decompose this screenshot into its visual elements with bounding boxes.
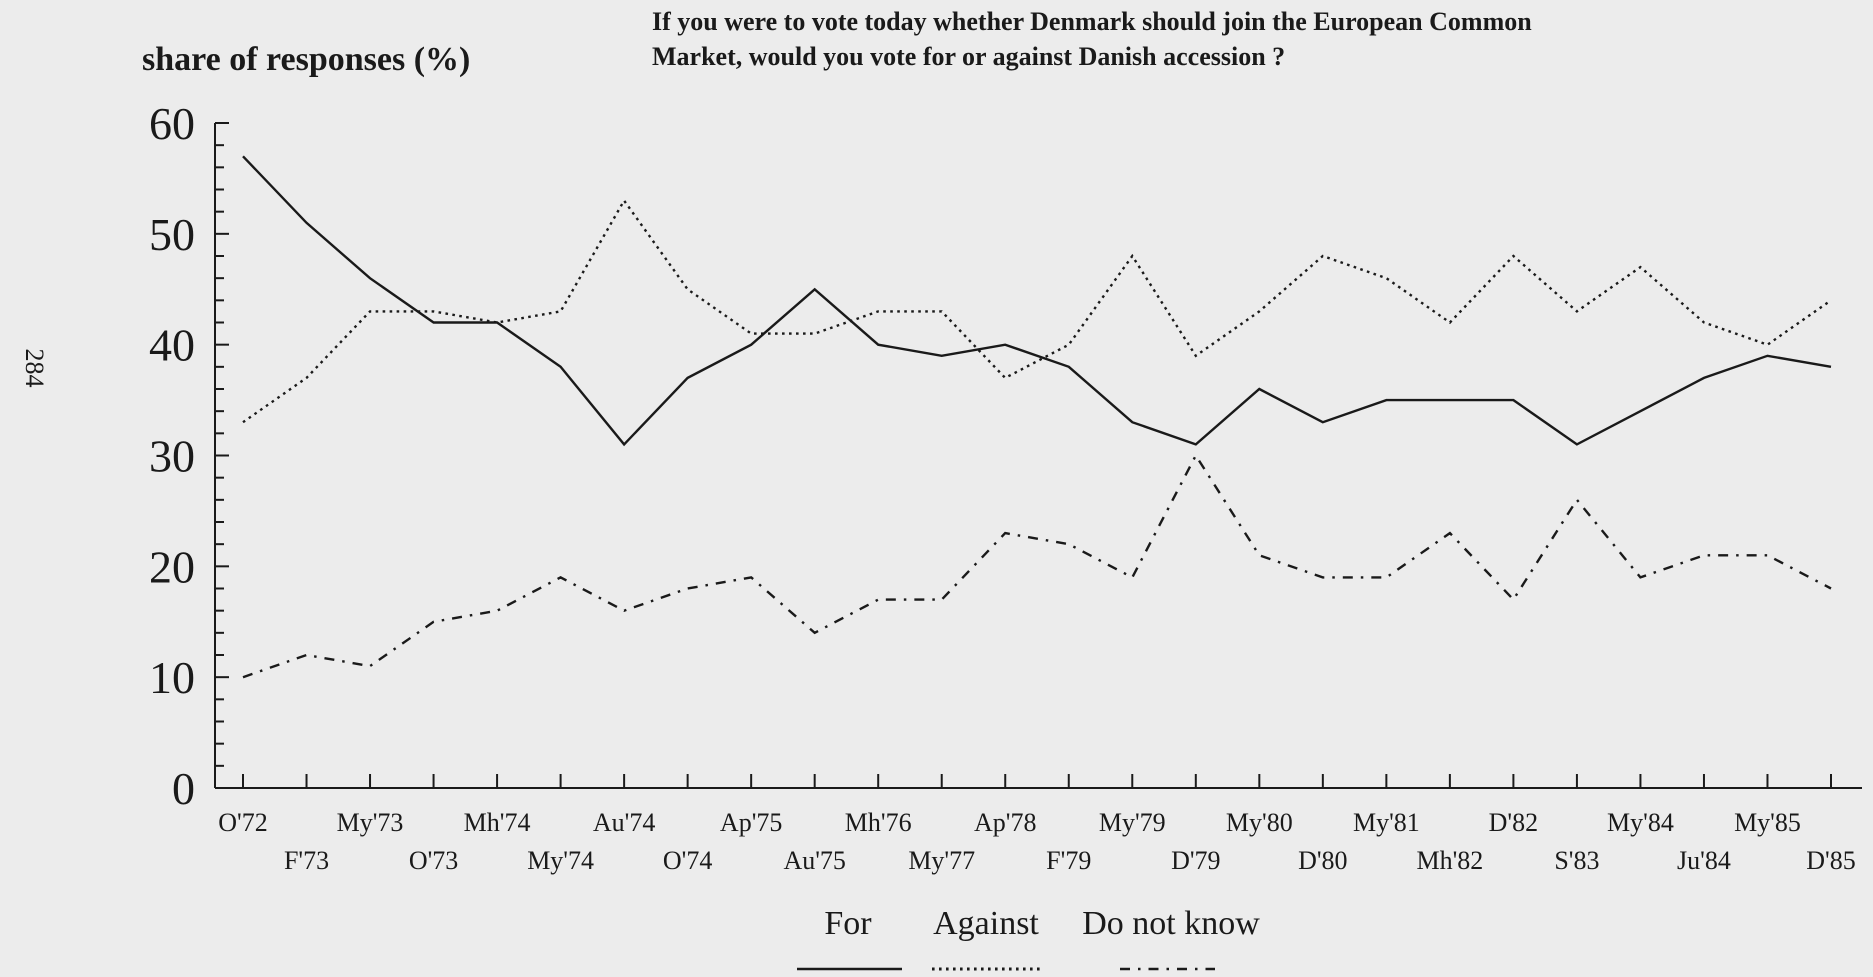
legend-label-do-not-know: Do not know [1082, 905, 1260, 942]
legend: For Against Do not know [797, 905, 1260, 971]
y-tick-label: 20 [149, 541, 195, 592]
x-tick-label: D'80 [1298, 846, 1347, 875]
x-tick-label: D'79 [1171, 846, 1220, 875]
x-tick-label: Au'74 [593, 808, 655, 837]
chart-title: If you were to vote today whether Denmar… [652, 7, 1532, 71]
x-tick-label: Mh'82 [1416, 846, 1483, 875]
x-tick-label: Au'75 [783, 846, 845, 875]
x-tick-label: D'85 [1806, 846, 1855, 875]
x-tick-label: My'73 [337, 808, 404, 837]
x-tick-label: My'80 [1226, 808, 1293, 837]
x-tick-label: My'77 [908, 846, 975, 875]
x-tick-label: F'73 [284, 846, 329, 875]
y-tick-label: 0 [172, 763, 195, 814]
x-tick-label: Ju'84 [1677, 846, 1731, 875]
legend-label-for: For [824, 905, 872, 942]
x-tick-label: Mh'74 [464, 808, 531, 837]
x-tick-label: My'79 [1099, 808, 1166, 837]
y-tick-label: 10 [149, 652, 195, 703]
y-tick-label: 40 [149, 320, 195, 371]
chart-title-line-2: Market, would you vote for or against Da… [652, 42, 1285, 71]
chart-title-line-1: If you were to vote today whether Denmar… [652, 7, 1532, 36]
series-line-do-not-know [242, 453, 1832, 679]
axes [214, 123, 1862, 789]
x-tick-label: My'81 [1353, 808, 1420, 837]
legend-label-against: Against [933, 905, 1039, 942]
y-tick-label: 50 [149, 209, 195, 260]
page-number: 284 [20, 349, 49, 388]
x-tick-label: S'83 [1554, 846, 1599, 875]
x-tick-label: My'74 [527, 846, 594, 875]
series-line-for [242, 155, 1832, 447]
y-tick-label: 30 [149, 431, 195, 482]
x-tick-label: Ap'78 [974, 808, 1036, 837]
series-layer [242, 155, 1832, 679]
x-tick-label: D'82 [1489, 808, 1538, 837]
y-axis-label: share of responses (%) [142, 41, 470, 78]
x-tick-label: O'72 [218, 808, 267, 837]
y-ticks: 0 10 20 30 40 50 60 [149, 98, 229, 814]
x-tick-label: O'74 [663, 846, 712, 875]
x-tick-label: Mh'76 [845, 808, 912, 837]
x-tick-label: My'84 [1607, 808, 1674, 837]
x-tick-label: Ap'75 [720, 808, 782, 837]
series-line-against [242, 198, 1832, 424]
x-tick-label: F'79 [1046, 846, 1091, 875]
y-tick-label: 60 [149, 98, 195, 149]
x-tick-label: O'73 [409, 846, 458, 875]
x-tick-label: My'85 [1734, 808, 1801, 837]
